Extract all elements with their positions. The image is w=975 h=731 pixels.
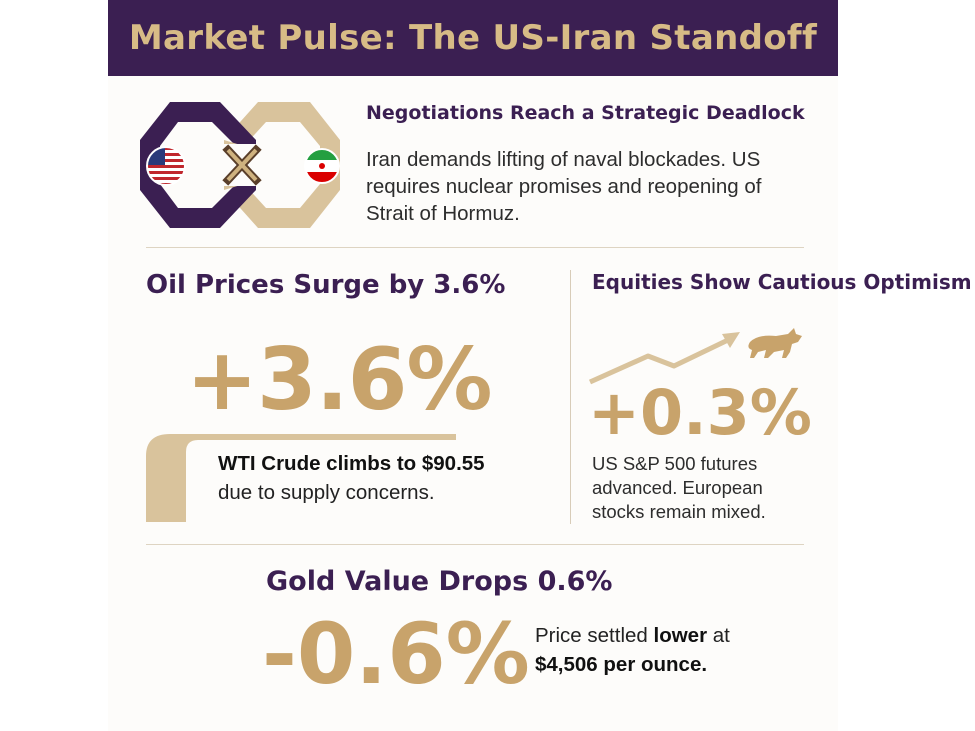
oil-line-1: WTI Crude climbs to $90.55 (218, 452, 485, 475)
x-mark-icon (222, 144, 262, 186)
gold-body-bold-2: $4,506 per ounce. (535, 653, 708, 676)
gold-body-pre: Price settled (535, 624, 654, 647)
gold-body-mid: at (707, 624, 730, 647)
bull-icon (748, 328, 802, 358)
equities-big-value: +0.3% (588, 376, 812, 449)
standoff-emblem (140, 102, 340, 228)
purple-link-icon (140, 102, 256, 228)
gold-big-value: -0.6% (262, 605, 530, 703)
page-title: Market Pulse: The US-Iran Standoff (128, 18, 818, 58)
negotiations-title: Negotiations Reach a Strategic Deadlock (366, 102, 805, 124)
oil-line-2: due to supply concerns. (218, 481, 435, 504)
oil-big-value: +3.6% (186, 330, 493, 430)
us-flag-icon (146, 146, 186, 186)
equities-trend-graphic (588, 328, 802, 385)
divider-vertical (570, 270, 571, 524)
gold-body-bold-1: lower (653, 624, 708, 647)
oil-title: Oil Prices Surge by 3.6% (146, 270, 506, 300)
gold-link-icon (224, 102, 340, 228)
gold-body: Price settled lower at $4,506 per ounce. (535, 621, 730, 679)
equities-title: Equities Show Cautious Optimism (592, 270, 972, 294)
gold-title: Gold Value Drops 0.6% (266, 566, 613, 597)
trend-arrow-icon (588, 332, 740, 385)
negotiations-body: Iran demands lifting of naval blockades.… (366, 148, 762, 225)
iran-flag-icon (304, 148, 340, 184)
divider-top (146, 247, 804, 248)
header-banner: Market Pulse: The US-Iran Standoff (108, 0, 838, 76)
divider-bottom (146, 544, 804, 545)
equities-body: US S&P 500 futures advanced. European st… (592, 453, 766, 522)
oil-gold-bar (146, 434, 456, 522)
